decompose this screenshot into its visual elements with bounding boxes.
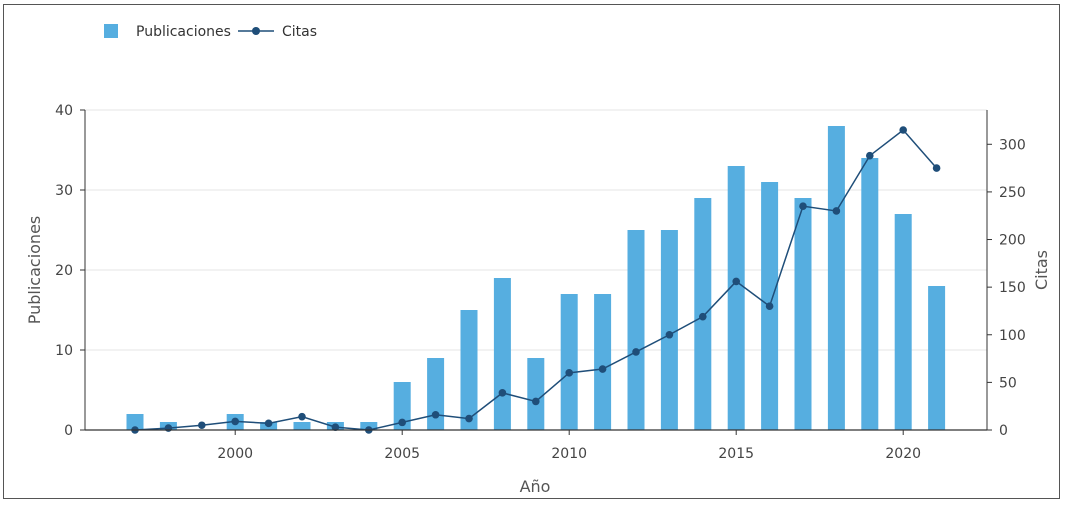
- axes: 0 10 20 30 40 0 50 100 150 200 250 300 2000 2005 2010 2…: [55, 103, 1026, 462]
- point-2006: [431, 410, 440, 419]
- point-2012: [632, 348, 640, 356]
- legend-swatch-citas-dot: [252, 27, 260, 35]
- bar-2017: [794, 198, 812, 430]
- x-tick-label: 2005: [384, 446, 420, 462]
- bar-2015: [727, 166, 745, 430]
- x-tick-label: 2015: [718, 446, 754, 462]
- y-tick-label: 10: [55, 343, 73, 359]
- y2-tick-label: 100: [999, 328, 1026, 344]
- y-tick-label: 40: [55, 103, 73, 119]
- bar-2013: [660, 230, 678, 430]
- point-2003: [331, 423, 340, 431]
- point-2017: [799, 202, 807, 210]
- legend-label-citas: Citas: [282, 24, 317, 40]
- x-tick-label: 2020: [885, 446, 921, 462]
- y2-tick-label: 150: [999, 280, 1026, 296]
- point-1998: [164, 424, 173, 432]
- point-2000: [231, 417, 239, 426]
- point-2019: [866, 151, 874, 160]
- bar-2004: [360, 422, 378, 430]
- y-axis-title: Publicaciones: [25, 216, 44, 325]
- bar-2006: [427, 358, 445, 430]
- bar-2021: [928, 286, 946, 430]
- y-tick-label: 30: [55, 183, 73, 199]
- bar-2019: [861, 158, 879, 430]
- bar-series-publicaciones: [126, 126, 946, 430]
- bar-2018: [827, 126, 845, 430]
- bar-2005: [393, 382, 411, 430]
- point-2010: [565, 369, 573, 377]
- point-2015: [732, 277, 740, 286]
- y2-tick-label: 250: [999, 185, 1026, 201]
- point-2009: [532, 397, 540, 406]
- bar-2011: [594, 294, 612, 430]
- bar-2007: [460, 310, 478, 430]
- x-axis-title: Año: [520, 477, 551, 496]
- bar-2009: [527, 358, 545, 430]
- legend-swatch-publicaciones: [104, 24, 118, 38]
- grid: [85, 109, 987, 351]
- bar-1997: [126, 414, 144, 430]
- bar-2020: [894, 214, 912, 430]
- point-2001: [264, 419, 273, 428]
- x-tick-label: 2000: [217, 446, 253, 462]
- point-2005: [398, 418, 407, 427]
- y2-axis-title: Citas: [1032, 250, 1051, 290]
- point-2016: [765, 302, 774, 310]
- y2-tick-label: 300: [999, 137, 1026, 153]
- point-1999: [198, 421, 206, 430]
- bar-2010: [560, 294, 578, 430]
- point-2021: [932, 164, 941, 172]
- point-2011: [598, 365, 607, 373]
- point-2014: [699, 312, 707, 321]
- legend-label-publicaciones: Publicaciones: [136, 24, 231, 40]
- bar-2002: [293, 422, 311, 430]
- point-2013: [665, 330, 674, 339]
- y-tick-label: 0: [64, 423, 73, 439]
- point-2020: [899, 126, 907, 134]
- point-2018: [832, 207, 841, 215]
- point-2002: [298, 412, 306, 421]
- point-2007: [465, 414, 473, 423]
- bar-2012: [627, 230, 645, 430]
- bar-2008: [493, 278, 511, 430]
- line-series-citas: [131, 126, 941, 434]
- y2-tick-label: 200: [999, 233, 1026, 249]
- y2-tick-label: 0: [999, 423, 1008, 439]
- legend: Publicaciones Citas: [104, 24, 317, 40]
- x-tick-label: 2010: [551, 446, 587, 462]
- y2-tick-label: 50: [999, 375, 1017, 391]
- point-2008: [498, 389, 507, 397]
- y-tick-label: 20: [55, 263, 73, 279]
